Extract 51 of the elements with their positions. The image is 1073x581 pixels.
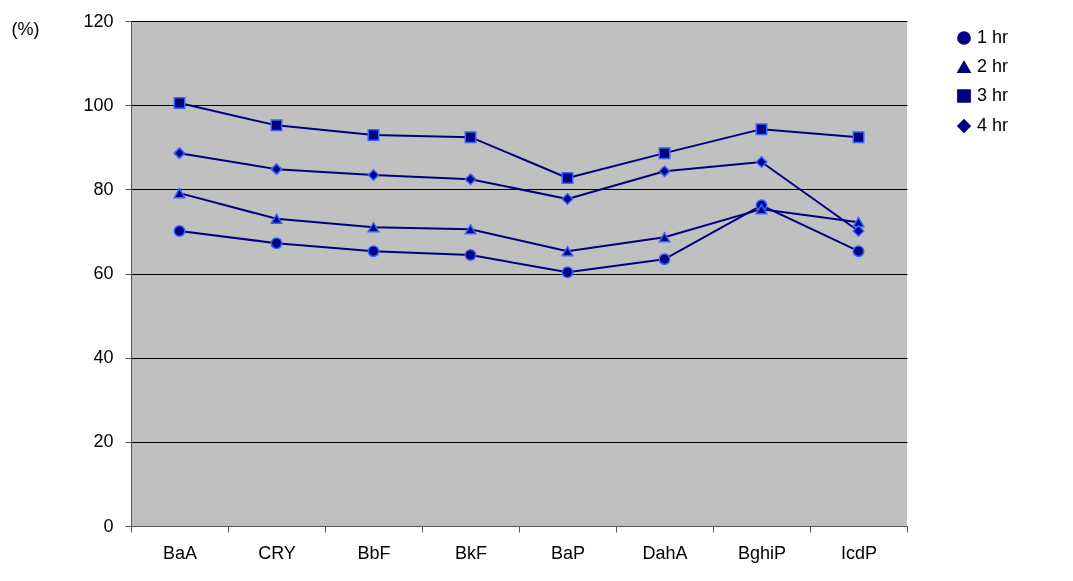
point (755, 203, 768, 215)
x-tick-label: IcdP (840, 542, 878, 563)
point (658, 165, 671, 178)
point (852, 216, 865, 228)
y-tick-label: 0 (103, 515, 114, 536)
y-tick-label: 20 (93, 431, 114, 452)
y-tick-label: 120 (83, 10, 114, 31)
legend-label: 4 hr (977, 115, 1009, 135)
point (173, 97, 186, 110)
point (658, 147, 671, 160)
point (464, 224, 477, 235)
point (658, 232, 671, 243)
y-tick-label: 100 (83, 94, 114, 115)
point (561, 193, 574, 206)
point (367, 169, 380, 182)
point (464, 249, 477, 261)
point (561, 245, 574, 257)
x-tick-label: BaA (162, 542, 198, 563)
point (173, 225, 186, 237)
y-tick-label: 80 (93, 178, 114, 199)
point (561, 171, 574, 184)
point (173, 147, 186, 160)
y-tick-label: 40 (93, 347, 114, 368)
point (658, 253, 671, 266)
point (270, 237, 283, 250)
x-tick-label: BbF (357, 542, 391, 563)
legend-label: 2 hr (977, 56, 1009, 76)
point (270, 213, 283, 225)
point (852, 131, 865, 144)
point (367, 129, 380, 142)
point (270, 119, 283, 132)
y-tick-label: 60 (93, 263, 114, 283)
point (464, 131, 477, 144)
x-tick-label: CRY (258, 542, 296, 563)
x-tick-label: DahA (642, 542, 688, 563)
point (173, 187, 186, 199)
x-tick-label: BaP (550, 542, 586, 563)
point (755, 123, 768, 136)
point (367, 245, 380, 258)
legend-label: 1 hr (977, 27, 1009, 47)
point (367, 221, 380, 233)
legend-label: 3 hr (977, 85, 1009, 105)
y-axis-title: (%) (11, 18, 40, 39)
point (852, 225, 865, 237)
point (755, 155, 768, 168)
point (852, 245, 865, 258)
x-tick-label: BghiP (737, 542, 787, 563)
point (561, 266, 574, 279)
point (464, 173, 477, 186)
x-tick-label: BkF (454, 542, 488, 563)
point (270, 163, 283, 176)
